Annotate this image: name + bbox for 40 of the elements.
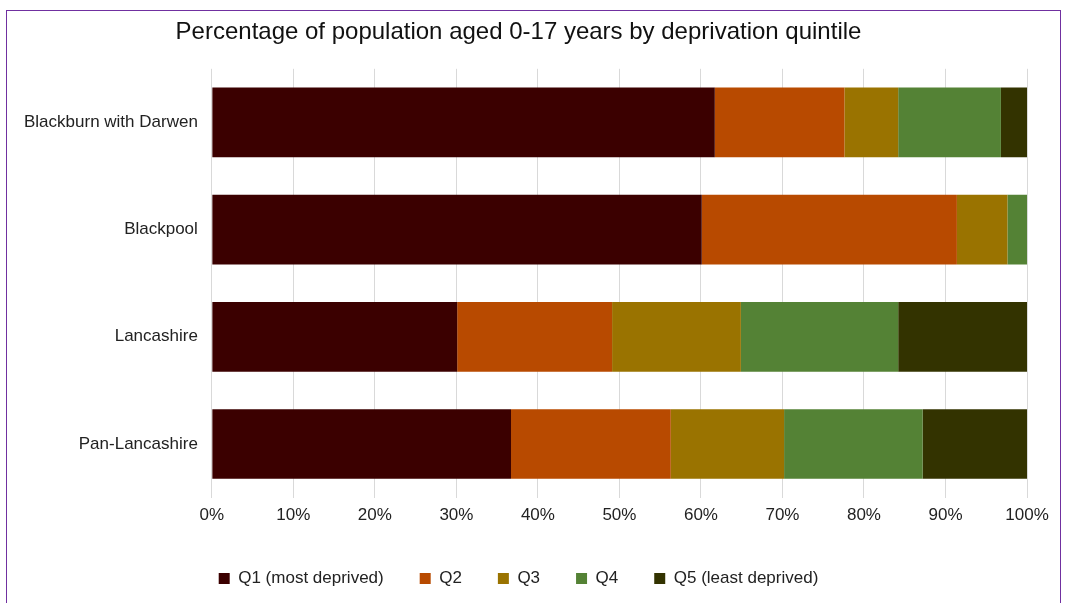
bar (212, 194, 702, 265)
bar (670, 409, 785, 479)
bar (898, 87, 1001, 158)
legend-label: Q2 (439, 568, 462, 588)
x-tick-label: 30% (439, 505, 474, 525)
y-tick-label: Blackpool (124, 219, 198, 239)
bar (212, 409, 512, 479)
bar (956, 194, 1008, 265)
bar (457, 301, 613, 372)
chart-title: Percentage of population aged 0-17 years by deprivation quintile (175, 17, 862, 45)
legend-label: Q4 (595, 568, 619, 588)
x-tick-label: 60% (683, 505, 718, 525)
bar (612, 301, 741, 372)
y-tick-label: Blackburn with Darwen (23, 112, 198, 132)
bar (1007, 194, 1027, 265)
bar (212, 87, 715, 158)
legend-label: Q1 (most deprived) (238, 568, 384, 588)
x-tick-label: 90% (928, 505, 963, 525)
bar (212, 301, 458, 372)
bar (1000, 87, 1027, 158)
x-tick-label: 0% (199, 505, 225, 525)
x-tick-label: 20% (357, 505, 392, 525)
bar (740, 301, 899, 372)
bar (898, 301, 1027, 372)
x-tick-label: 70% (765, 505, 800, 525)
legend-label: Q3 (517, 568, 541, 588)
y-tick-label: Lancashire (114, 326, 198, 346)
x-tick-label: 100% (1005, 505, 1049, 525)
x-tick-label: 50% (602, 505, 637, 525)
x-tick-label: 40% (520, 505, 555, 525)
x-tick-label: 80% (846, 505, 881, 525)
bar (784, 409, 923, 479)
bar (701, 194, 957, 265)
bar (922, 409, 1027, 479)
x-tick-label: 10% (276, 505, 311, 525)
y-tick-label: Pan-Lancashire (78, 433, 198, 453)
bar (714, 87, 845, 158)
bar (844, 87, 899, 158)
bar (511, 409, 671, 479)
legend-label: Q5 (least deprived) (673, 568, 819, 588)
